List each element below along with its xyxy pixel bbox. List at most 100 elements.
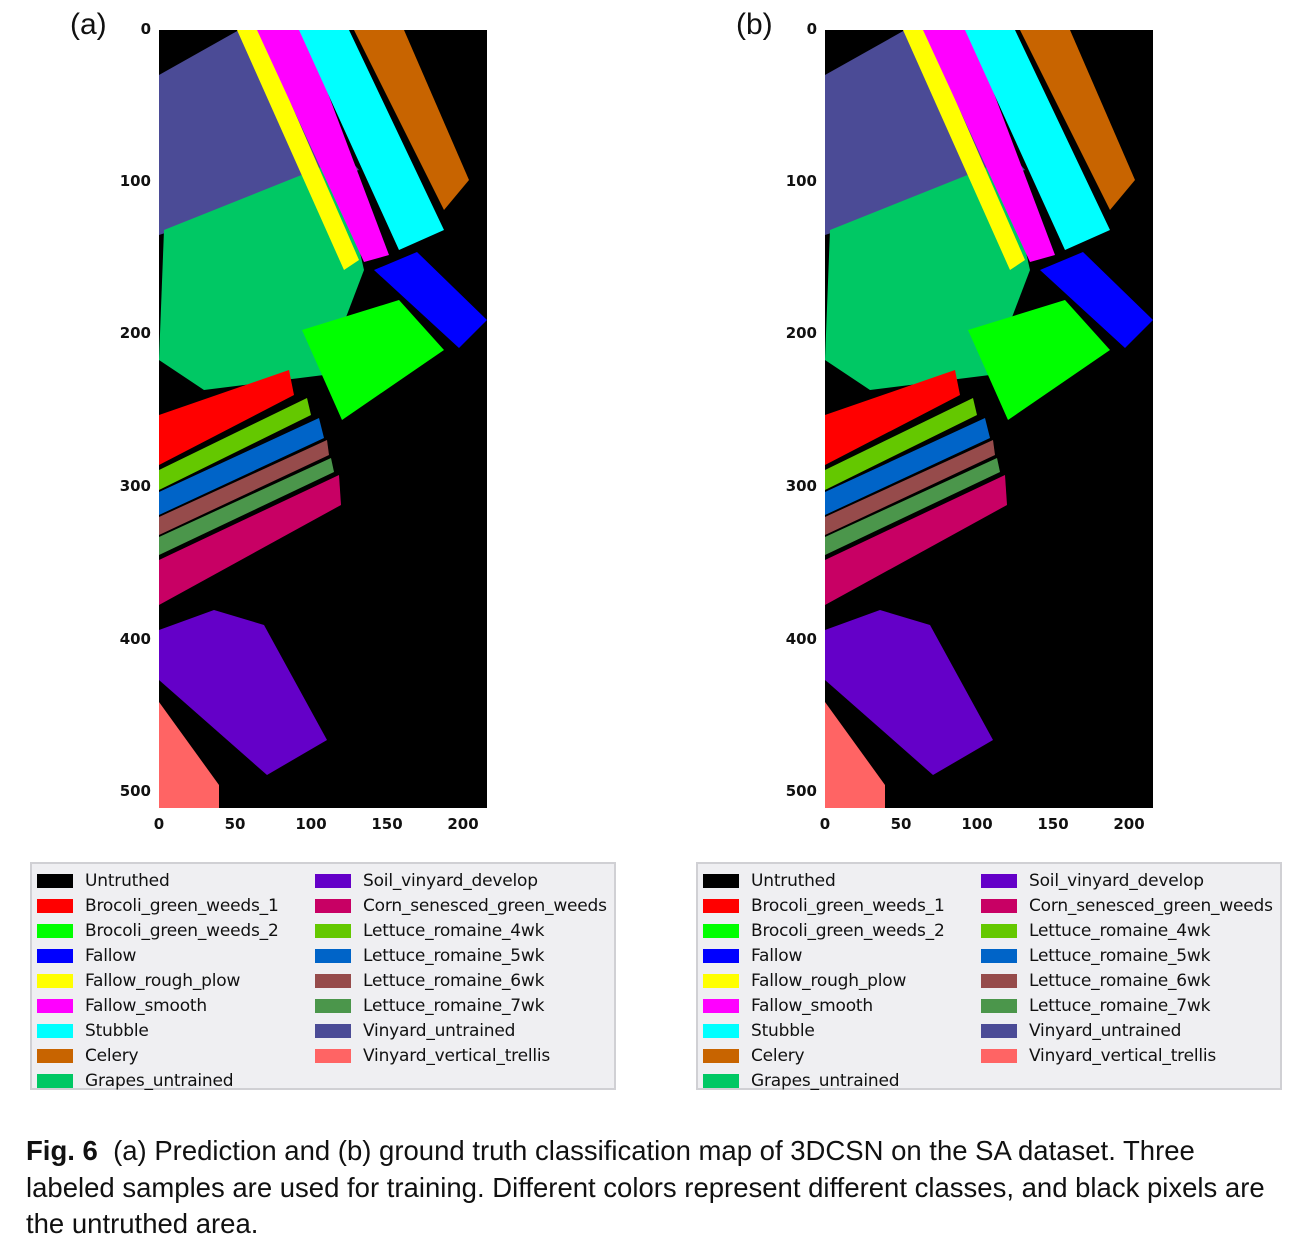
x-tick-label: 150 (371, 815, 403, 833)
legend-label: Stubble (751, 1021, 815, 1042)
legend-swatch (315, 973, 351, 988)
legend-item: Lettuce_romaine_5wk (981, 943, 1273, 968)
legend-label: Fallow_rough_plow (751, 970, 907, 991)
legend-item: Stubble (37, 1019, 279, 1044)
legend-item: Fallow_smooth (703, 993, 945, 1018)
x-tick-label: 200 (447, 815, 479, 833)
lettuce-romaine-5wk-band (825, 418, 990, 515)
legend-column: Soil_vinyard_develop Corn_senesced_green… (315, 868, 607, 1069)
legend-label: Celery (751, 1046, 805, 1067)
legend-swatch (37, 1024, 73, 1039)
legend-item: Lettuce_romaine_4wk (981, 918, 1273, 943)
y-tick-label: 200 (119, 324, 151, 342)
legend-item: Lettuce_romaine_7wk (981, 993, 1273, 1018)
legend-item: Stubble (703, 1019, 945, 1044)
legend-column: Untruthed Brocoli_green_weeds_1 Brocoli_… (703, 868, 945, 1094)
legend-swatch (703, 1024, 739, 1039)
legend-item: Brocoli_green_weeds_2 (37, 918, 279, 943)
fallow-smooth-strip (257, 30, 389, 262)
legend-label: Lettuce_romaine_4wk (363, 920, 545, 941)
fallow-region (374, 252, 487, 348)
legend: Untruthed Brocoli_green_weeds_1 Brocoli_… (696, 862, 1282, 1091)
legend: Untruthed Brocoli_green_weeds_1 Brocoli_… (30, 862, 616, 1091)
legend-item: Vinyard_vertical_trellis (981, 1044, 1273, 1069)
legend-column: Soil_vinyard_develop Corn_senesced_green… (981, 868, 1273, 1069)
legend-label: Fallow (751, 945, 803, 966)
corn-senesced-region (825, 475, 1007, 605)
classification-map-ground-truth (825, 30, 1153, 808)
legend-swatch (37, 873, 73, 888)
legend-item: Brocoli_green_weeds_2 (703, 918, 945, 943)
brocoli-green-weeds-1-band (159, 370, 294, 465)
stubble-strip (965, 30, 1110, 250)
legend-column: Untruthed Brocoli_green_weeds_1 Brocoli_… (37, 868, 279, 1094)
legend-item: Fallow (37, 943, 279, 968)
legend-label: Lettuce_romaine_4wk (1029, 920, 1211, 941)
legend-swatch (981, 948, 1017, 963)
lettuce-romaine-4wk-band (159, 398, 311, 490)
fallow-rough-plow-strip (903, 30, 1025, 270)
legend-swatch (981, 873, 1017, 888)
legend-swatch (315, 873, 351, 888)
brocoli-green-weeds-2-region (968, 300, 1110, 420)
legend-label: Soil_vinyard_develop (363, 870, 538, 891)
lettuce-romaine-6wk-band (159, 440, 329, 535)
legend-item: Untruthed (37, 868, 279, 893)
legend-swatch (37, 1049, 73, 1064)
soil-vinyard-develop-region (159, 610, 327, 775)
legend-item: Brocoli_green_weeds_1 (37, 893, 279, 918)
legend-label: Lettuce_romaine_7wk (363, 996, 545, 1017)
legend-swatch (981, 999, 1017, 1014)
fallow-region (1040, 252, 1153, 348)
legend-label: Lettuce_romaine_6wk (363, 970, 545, 991)
legend-swatch (37, 973, 73, 988)
legend-swatch (703, 973, 739, 988)
classification-map-prediction (159, 30, 487, 808)
legend-item: Vinyard_vertical_trellis (315, 1044, 607, 1069)
legend-swatch (981, 1049, 1017, 1064)
legend-swatch (37, 948, 73, 963)
vinyard-vertical-trellis-region (825, 702, 885, 808)
y-tick-label: 400 (785, 630, 817, 648)
x-tick-label: 0 (153, 815, 165, 833)
legend-swatch (981, 973, 1017, 988)
brocoli-green-weeds-1-band (825, 370, 960, 465)
celery-strip (1020, 30, 1135, 210)
legend-label: Vinyard_vertical_trellis (363, 1046, 551, 1067)
legend-item: Fallow_rough_plow (703, 968, 945, 993)
legend-swatch (703, 873, 739, 888)
figure-caption: Fig. 6 (a) Prediction and (b) ground tru… (26, 1133, 1291, 1243)
legend-swatch (981, 1024, 1017, 1039)
legend-label: Fallow_smooth (85, 996, 207, 1017)
legend-swatch (981, 923, 1017, 938)
legend-swatch (703, 999, 739, 1014)
y-tick-label: 200 (785, 324, 817, 342)
legend-swatch (703, 1074, 739, 1089)
class-map-art (159, 30, 487, 808)
x-tick-label: 50 (224, 815, 246, 833)
legend-label: Corn_senesced_green_weeds (1029, 895, 1273, 916)
y-tick-label: 300 (119, 477, 151, 495)
y-tick-label: 400 (119, 630, 151, 648)
legend-swatch (703, 898, 739, 913)
legend-item: Lettuce_romaine_7wk (315, 993, 607, 1018)
legend-item: Fallow_smooth (37, 993, 279, 1018)
x-tick-label: 150 (1037, 815, 1069, 833)
y-tick-label: 100 (119, 172, 151, 190)
legend-swatch (37, 1074, 73, 1089)
y-tick-label: 0 (806, 20, 817, 38)
y-tick-label: 300 (785, 477, 817, 495)
panel-b: (b) 0 100 200 300 400 500 0 50 100 150 2… (666, 0, 1315, 1100)
vinyard-vertical-trellis-region (159, 702, 219, 808)
x-tick-label: 100 (295, 815, 327, 833)
legend-label: Vinyard_vertical_trellis (1029, 1046, 1217, 1067)
brocoli-green-weeds-2-region (302, 300, 444, 420)
legend-item: Celery (37, 1044, 279, 1069)
class-map-art (825, 30, 1153, 808)
legend-swatch (37, 999, 73, 1014)
legend-item: Grapes_untrained (37, 1069, 279, 1094)
legend-swatch (703, 923, 739, 938)
legend-label: Lettuce_romaine_5wk (1029, 945, 1211, 966)
figure-label: Fig. 6 (26, 1135, 98, 1166)
fallow-smooth-strip (923, 30, 1055, 262)
